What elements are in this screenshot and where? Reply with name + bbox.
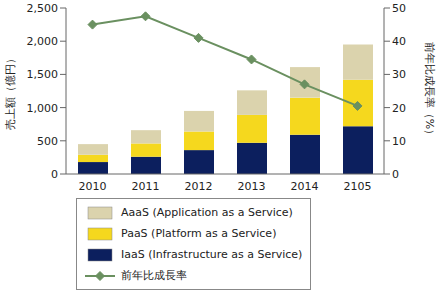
svg-text:0: 0 (392, 168, 399, 181)
html-text:前年比成長率: 前年比成長率 (121, 269, 187, 282)
svg-text:30: 30 (392, 68, 406, 81)
svg-text:50: 50 (392, 2, 406, 15)
svg-text:0: 0 (51, 168, 58, 181)
svg-text:40: 40 (392, 35, 406, 48)
svg-text:2014: 2014 (291, 180, 319, 193)
svg-text:2013: 2013 (238, 180, 266, 193)
svg-text:2012: 2012 (185, 180, 213, 193)
svg-text:売上額（億円）: 売上額（億円） (8, 53, 17, 130)
svg-text:2011: 2011 (132, 180, 160, 193)
svg-text:10: 10 (392, 135, 406, 148)
svg-text:2010: 2010 (79, 180, 107, 193)
svg-text:1,500: 1,500 (27, 68, 59, 81)
html-text:AaaS (Application as a Service: AaaS (Application as a Service) (121, 206, 293, 219)
html-text:PaaS (Platform as a Service): PaaS (Platform as a Service) (121, 227, 277, 240)
svg-text:前年比成長率（%）: 前年比成長率（%） (423, 42, 432, 140)
svg-text:2,000: 2,000 (27, 35, 59, 48)
svg-text:500: 500 (37, 135, 58, 148)
svg-text:20: 20 (392, 102, 406, 115)
svg-text:1,000: 1,000 (27, 102, 59, 115)
svg-text:2,500: 2,500 (27, 2, 59, 15)
html-text:IaaS (Infrastructure as a Serv: IaaS (Infrastructure as a Service) (121, 248, 303, 261)
svg-text:2105: 2105 (344, 180, 372, 193)
